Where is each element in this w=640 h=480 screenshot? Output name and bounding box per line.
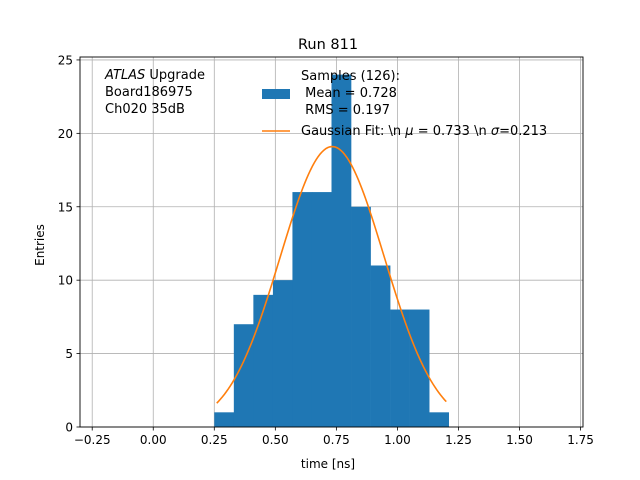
histogram-bar bbox=[370, 265, 391, 427]
x-tick-label: 0.75 bbox=[323, 433, 350, 447]
x-tick-label: 1.50 bbox=[506, 433, 533, 447]
legend: Samples (126): Mean = 0.728 RMS = 0.197 G… bbox=[262, 69, 547, 139]
x-tick-label: 1.75 bbox=[567, 433, 594, 447]
histogram-bar bbox=[253, 294, 274, 427]
y-tick-label: 10 bbox=[58, 274, 73, 288]
annotation-line: Ch020 35dB bbox=[105, 102, 185, 117]
legend-hist-label: RMS = 0.197 bbox=[301, 103, 390, 118]
plot-frame bbox=[79, 56, 584, 428]
x-tick-label: 1.00 bbox=[384, 433, 411, 447]
histogram-bar bbox=[292, 192, 313, 427]
histogram-bar bbox=[272, 280, 293, 427]
histogram-bar bbox=[214, 412, 235, 427]
histogram-bar bbox=[331, 74, 352, 427]
legend-hist-label: Samples (126): bbox=[301, 69, 400, 84]
chart-title: Run 811 bbox=[298, 37, 358, 53]
annotation-line: Board186975 bbox=[105, 85, 193, 100]
histogram-bar bbox=[311, 192, 332, 427]
x-tick-label: 0.50 bbox=[262, 433, 289, 447]
y-axis-label: Entries bbox=[33, 224, 47, 266]
histogram-bar bbox=[429, 412, 450, 427]
axis-ticks: −0.25 0.00 0.25 0.50 0.75 1.00 1.25 1.50 1.75 0 5 1… bbox=[58, 53, 594, 447]
histogram-bar bbox=[390, 309, 410, 427]
annotation-line: ATLAS Upgrade bbox=[104, 68, 205, 83]
legend-fit-label: Gaussian Fit: \n μ = 0.733 \n σ=0.213 bbox=[301, 124, 547, 139]
histogram-bar bbox=[351, 206, 371, 427]
legend-hist-label: Mean = 0.728 bbox=[301, 86, 397, 101]
y-tick-label: 0 bbox=[65, 421, 73, 435]
histogram-bars bbox=[214, 74, 450, 427]
atlas-annotation: ATLAS Upgrade Board186975 Ch020 35dB bbox=[104, 68, 205, 117]
y-tick-label: 20 bbox=[58, 127, 73, 141]
fit-curve bbox=[216, 145, 447, 404]
gaussian-fit bbox=[216, 145, 447, 404]
histogram-bar bbox=[409, 309, 430, 427]
x-axis-label: time [ns] bbox=[301, 457, 355, 471]
y-tick-label: 15 bbox=[58, 200, 73, 214]
x-tick-label: 0.00 bbox=[140, 433, 167, 447]
y-tick-label: 25 bbox=[58, 53, 73, 67]
y-tick-label: 5 bbox=[65, 347, 73, 361]
x-tick-label: 0.25 bbox=[201, 433, 228, 447]
x-tick-label: −0.25 bbox=[74, 433, 111, 447]
x-tick-label: 1.25 bbox=[445, 433, 472, 447]
legend-hist-swatch bbox=[262, 89, 290, 99]
